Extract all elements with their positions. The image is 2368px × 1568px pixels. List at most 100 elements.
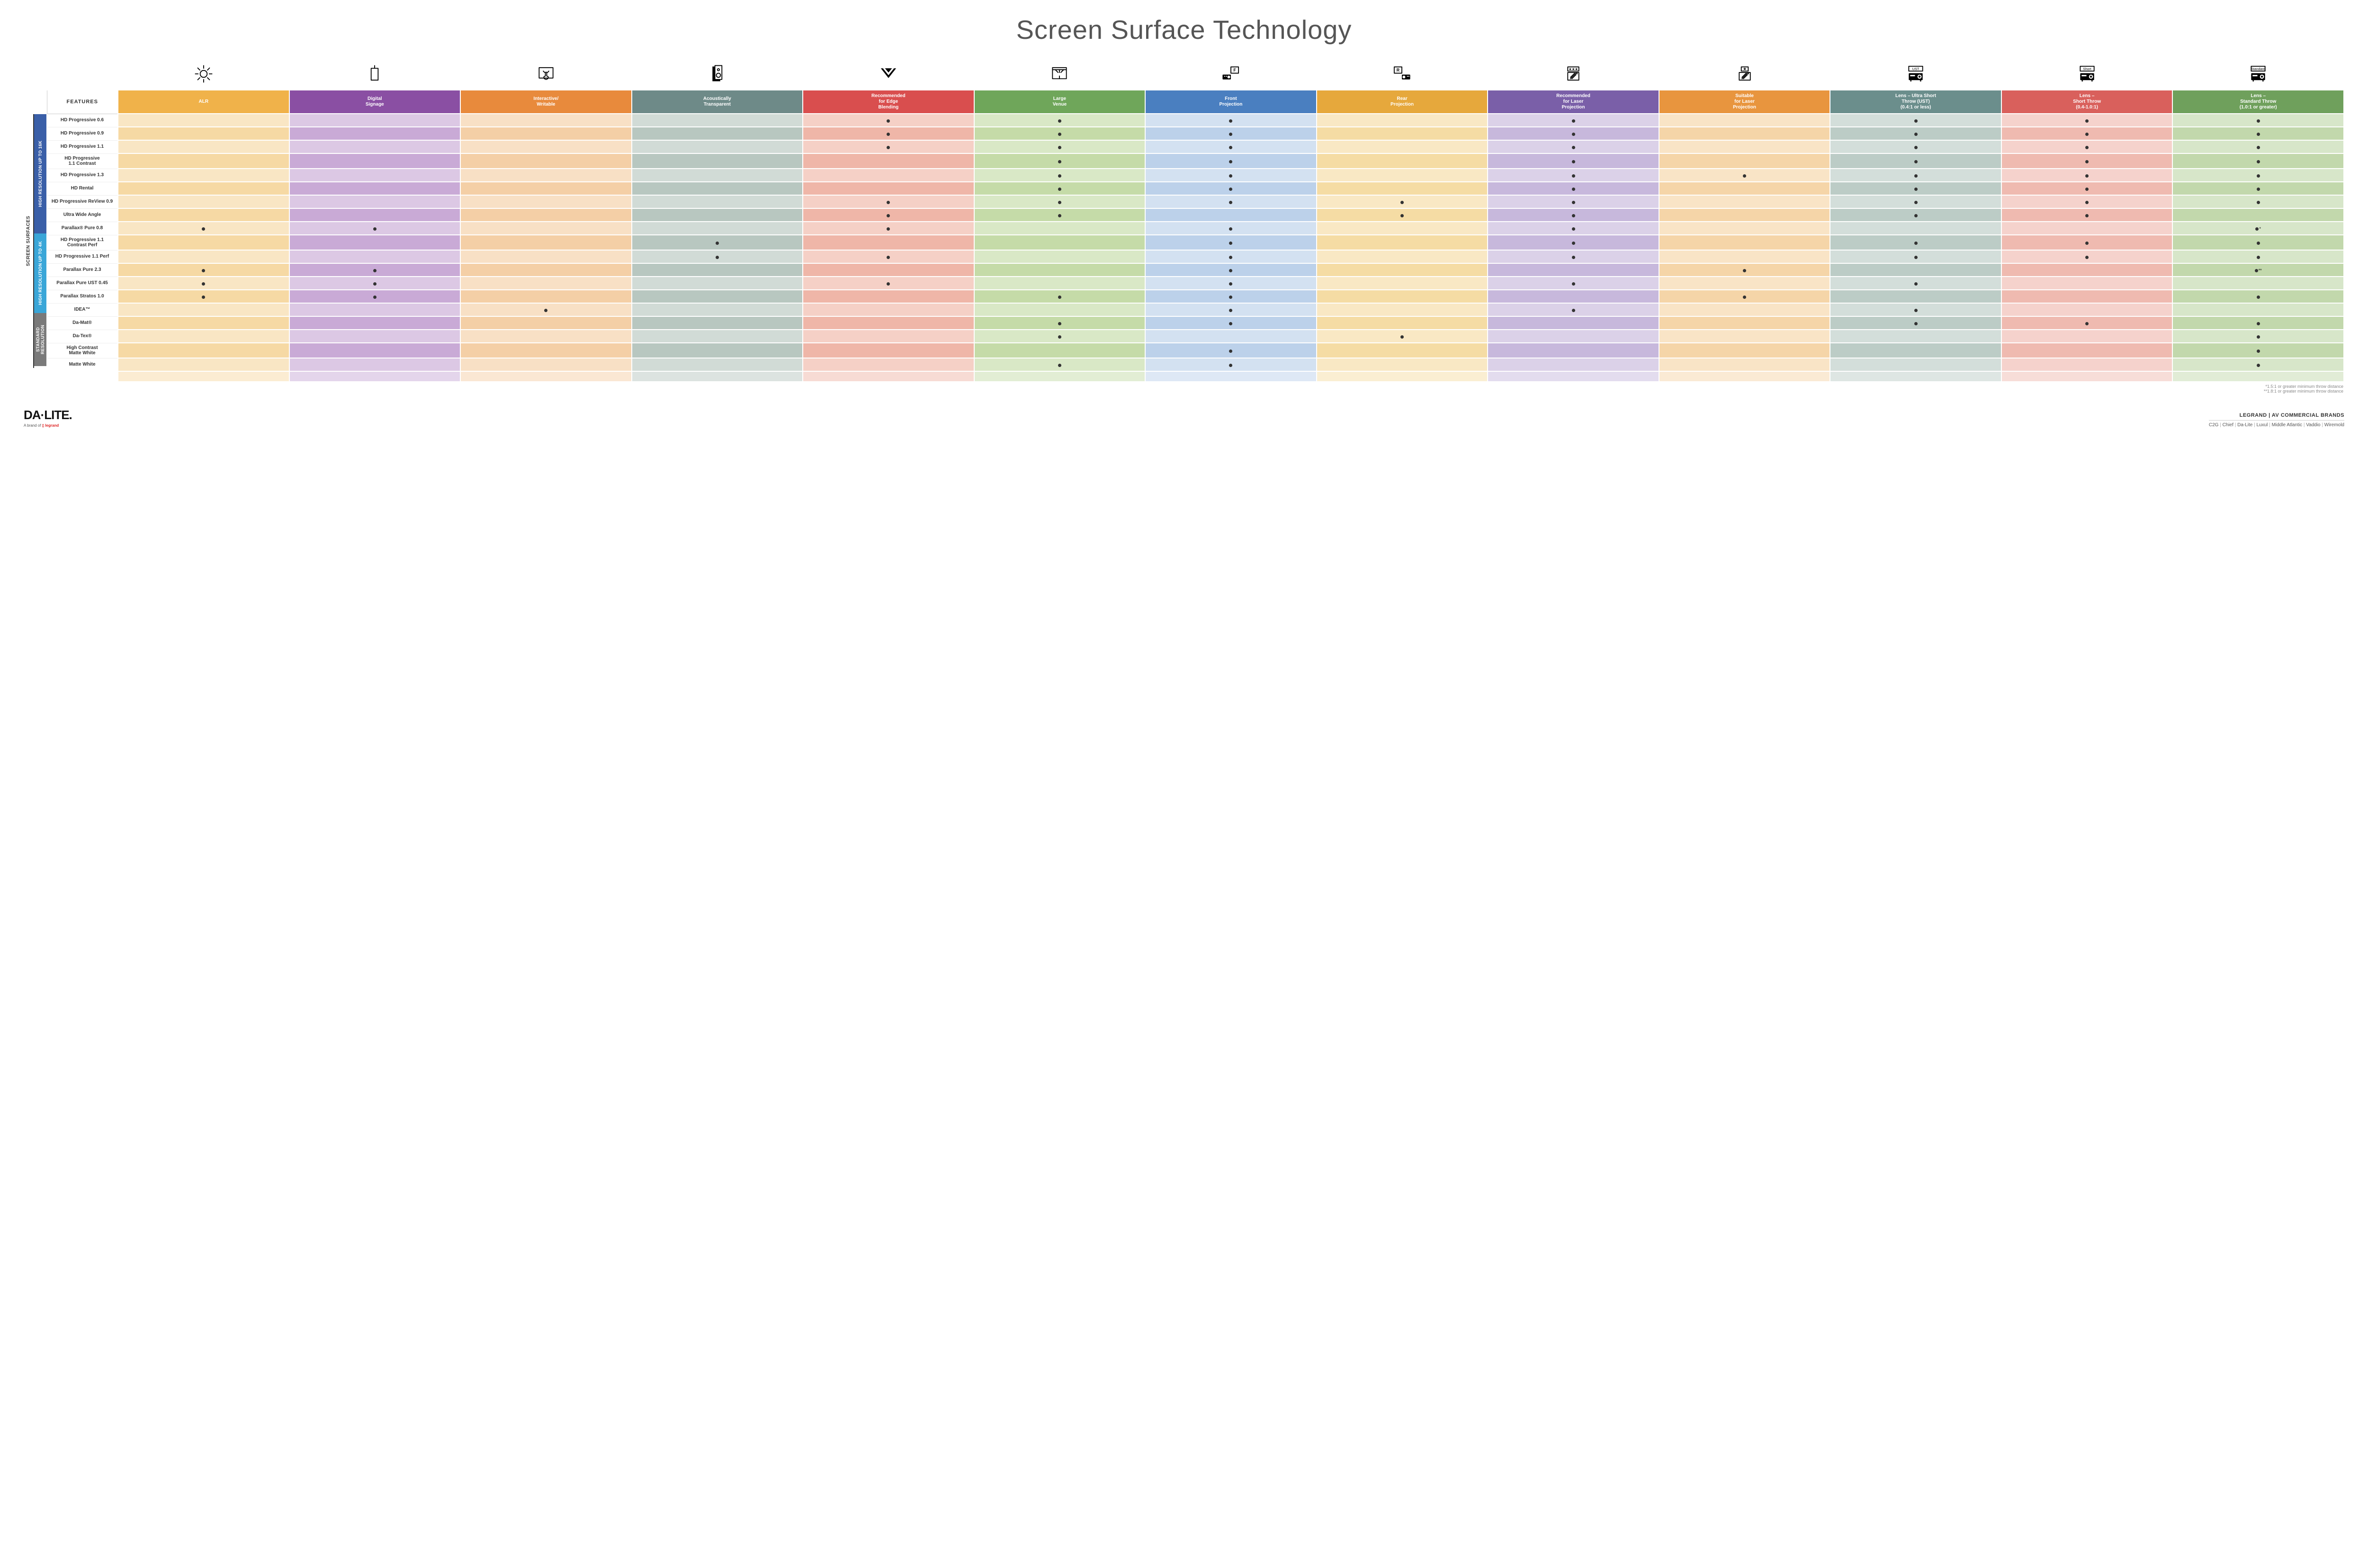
footnotes: *1.5:1 or greater minimum throw distance… [46,382,2344,394]
cell-reclaser [1488,153,1659,169]
cell-rear [1317,114,1488,127]
cell-std [2172,290,2344,303]
cell-suitlaser [1659,303,1830,316]
cell-interactive [460,343,632,358]
cell-signage [289,182,461,195]
cell-reclaser [1488,290,1659,303]
cell-signage [289,153,461,169]
cell-std [2172,195,2344,208]
cell-front [1145,195,1317,208]
cell-large [974,169,1146,182]
row-label: High ContrastMatte White [47,343,118,358]
page-title: Screen Surface Technology [24,14,2344,45]
footer-left: DA·LITE. A brand of ▯ legrand [24,408,72,428]
row-label: Da-Mat® [47,316,118,330]
cell-ust [1830,127,2001,140]
cell-ust [1830,235,2001,250]
col-header-ust: Lens – Ultra ShortThrow (UST)(0.4:1 or l… [1830,90,2001,114]
cell-alr [118,290,289,303]
row-label: Parallax Stratos 1.0 [47,290,118,303]
table-row: Da-Mat® [47,316,2344,330]
cell-reclaser [1488,343,1659,358]
cell-reclaser [1488,127,1659,140]
cell-reclaser [1488,222,1659,235]
row-label: HD Progressive1.1 Contrast [47,153,118,169]
cell-signage [289,114,461,127]
table-row: HD Progressive ReView 0.9 [47,195,2344,208]
cell-ust [1830,114,2001,127]
row-label: Matte White [47,358,118,371]
cell-acoustic [632,358,803,371]
cell-reclaser [1488,169,1659,182]
row-label: HD Progressive 1.3 [47,169,118,182]
cell-large [974,140,1146,153]
svg-text:Short: Short [2083,66,2091,71]
side-surfaces-label: SCREEN SURFACES [24,114,34,368]
cell-large [974,343,1146,358]
cell-rear [1317,316,1488,330]
cell-ust [1830,290,2001,303]
cell-interactive [460,169,632,182]
table-row: Ultra Wide Angle [47,208,2344,222]
cell-large [974,114,1146,127]
cell-ust [1830,208,2001,222]
cell-suitlaser [1659,343,1830,358]
cell-alr [118,358,289,371]
cell-acoustic [632,195,803,208]
cell-signage [289,140,461,153]
cell-ust [1830,316,2001,330]
cell-interactive [460,127,632,140]
cell-short [2001,235,2173,250]
surface-table: FR★★★★USTShortStandardFEATURESALRDigital… [46,59,2344,382]
cell-short [2001,316,2173,330]
cell-short [2001,114,2173,127]
large-icon [974,60,1146,90]
cell-interactive [460,250,632,263]
col-header-signage: DigitalSignage [289,90,461,114]
table-row: HD Progressive 1.1 Perf [47,250,2344,263]
cell-large [974,235,1146,250]
footer-brands-title: LEGRAND | AV COMMERCIAL BRANDS [2209,412,2344,418]
cell-interactive [460,208,632,222]
cell-acoustic [632,290,803,303]
reclaser-icon: ★★★ [1488,60,1659,90]
table-row: HD Rental [47,182,2344,195]
row-label: HD Progressive ReView 0.9 [47,195,118,208]
cell-short [2001,343,2173,358]
cell-alr [118,222,289,235]
cell-suitlaser [1659,127,1830,140]
cell-interactive [460,277,632,290]
cell-edge [803,182,974,195]
cell-alr [118,208,289,222]
cell-signage [289,169,461,182]
cell-rear [1317,182,1488,195]
cell-edge [803,263,974,277]
cell-edge [803,153,974,169]
cell-reclaser [1488,235,1659,250]
row-label: HD Progressive 1.1 [47,140,118,153]
cell-reclaser [1488,114,1659,127]
cell-acoustic [632,343,803,358]
cell-interactive [460,330,632,343]
cell-short [2001,250,2173,263]
cell-acoustic [632,169,803,182]
cell-alr [118,235,289,250]
icon-row: FR★★★★USTShortStandard [47,60,2344,90]
cell-acoustic [632,140,803,153]
footer-right: LEGRAND | AV COMMERCIAL BRANDS C2GChiefD… [2209,412,2344,428]
cell-signage [289,263,461,277]
cell-rear [1317,330,1488,343]
cell-signage [289,250,461,263]
cell-large [974,316,1146,330]
cell-rear [1317,343,1488,358]
cell-alr [118,263,289,277]
cell-interactive [460,153,632,169]
table-row: Parallax Pure 2.3** [47,263,2344,277]
cell-interactive [460,290,632,303]
cell-edge [803,358,974,371]
cell-front [1145,208,1317,222]
side-group-label: HIGH RESOLUTION UP TO 16K [34,114,46,233]
logo-subtitle: A brand of ▯ legrand [24,423,72,428]
cell-interactive [460,195,632,208]
cell-ust [1830,263,2001,277]
